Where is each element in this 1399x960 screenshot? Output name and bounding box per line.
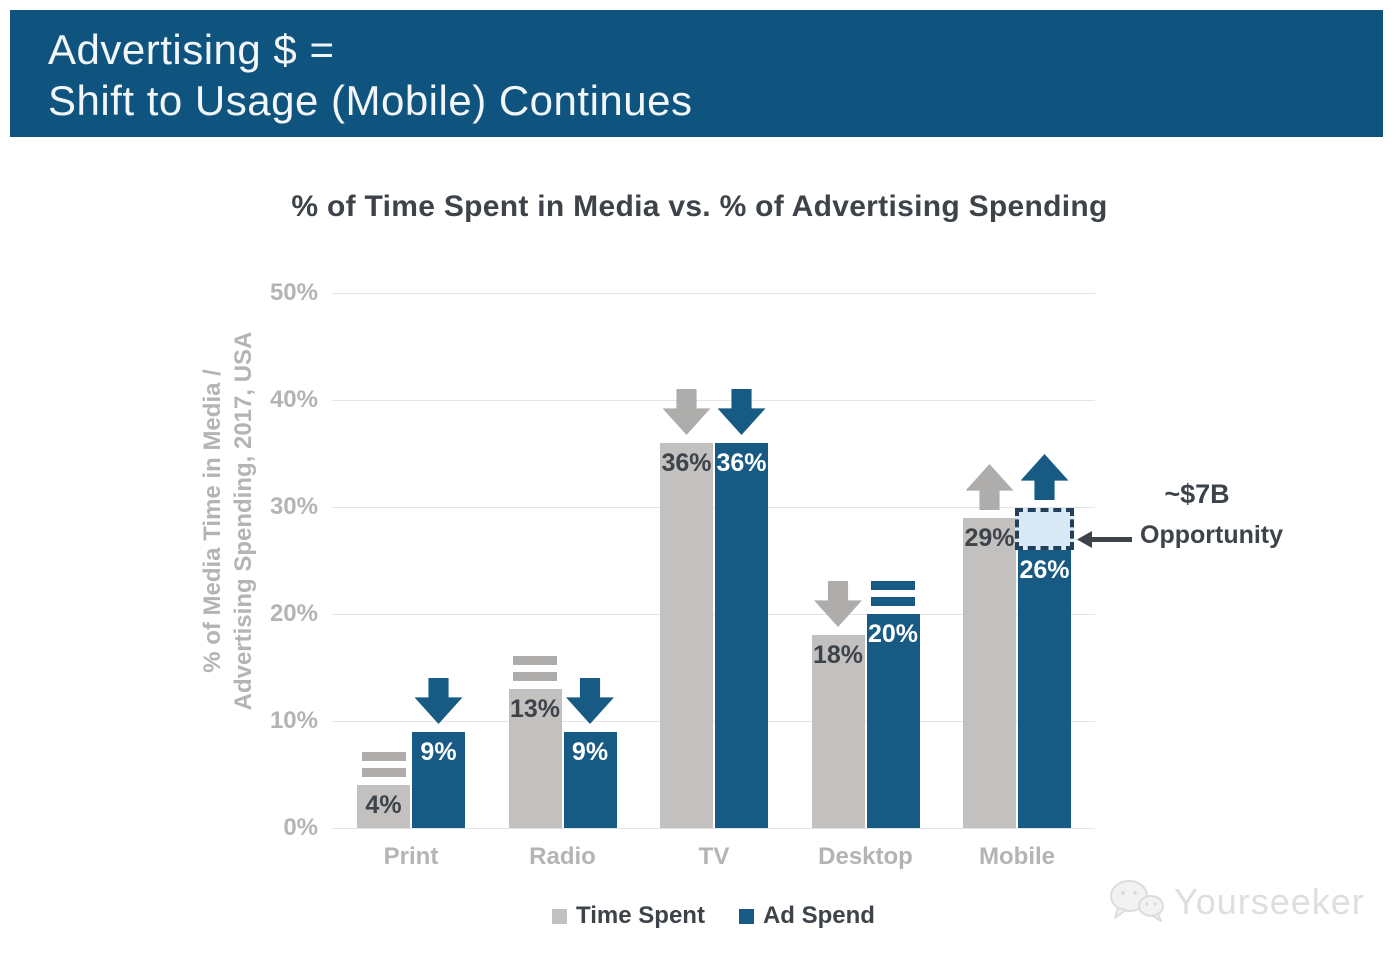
bar-ad-spend-tv: 36%	[715, 443, 768, 828]
y-tick-label: 40%	[269, 386, 318, 413]
watermark-text: Yourseeker	[1174, 881, 1365, 922]
bar-ad-spend-mobile: 26%	[1018, 550, 1071, 828]
bar-value-label: 9%	[420, 738, 457, 766]
gridline	[332, 507, 1095, 508]
bar-value-label: 18%	[812, 641, 864, 669]
bar-ad-spend-print: 9%	[412, 732, 465, 828]
legend-swatch	[552, 908, 568, 924]
gridline	[332, 828, 1095, 829]
bar-value-label: 36%	[716, 449, 767, 477]
equal-icon-bar	[513, 672, 557, 681]
gridline	[332, 721, 1095, 722]
bar-value-label: 20%	[867, 620, 919, 648]
gridline	[332, 614, 1095, 615]
down-arrow-icon	[717, 389, 766, 435]
bar-ad-spend-radio: 9%	[563, 732, 617, 828]
y-axis-label-line1: % of Media Time in Media /	[199, 369, 226, 673]
left-arrow-icon	[1090, 537, 1132, 542]
down-arrow-icon	[662, 389, 711, 435]
down-arrow-icon	[814, 581, 862, 627]
legend-label: Time Spent	[576, 902, 705, 929]
legend-item-time-spent: Time Spent	[552, 902, 705, 930]
bar-value-label: 9%	[571, 738, 609, 766]
equal-icon-bar	[871, 597, 915, 606]
equal-icon-bar	[361, 752, 406, 761]
bar-time-spent-mobile: 29%	[963, 518, 1016, 828]
up-arrow-icon	[1020, 454, 1069, 500]
equal-icon-bar	[361, 768, 406, 777]
equal-icon	[871, 581, 915, 606]
equal-icon-bar	[871, 581, 915, 590]
bar-time-spent-desktop: 18%	[811, 635, 865, 828]
plot-area: 4% 13% 36% 18% 29% 9% 9% 36% 20% 26%	[332, 293, 1095, 829]
equal-icon	[361, 752, 406, 777]
chat-bubbles-icon	[1110, 880, 1164, 922]
banner-title-line1: Advertising $ =	[48, 26, 335, 73]
x-category-label-tv: TV	[698, 843, 730, 870]
bar-value-label: 4%	[365, 791, 402, 819]
y-tick-label: 30%	[269, 493, 318, 520]
bar-value-label: 26%	[1019, 556, 1070, 584]
x-category-label-mobile: Mobile	[979, 843, 1055, 870]
bar-value-label: 13%	[509, 695, 561, 723]
down-arrow-icon	[566, 678, 614, 724]
bar-time-spent-print: 4%	[357, 785, 410, 828]
watermark: Yourseeker	[1108, 872, 1378, 932]
gridline	[332, 293, 1095, 294]
chart-title: % of Time Spent in Media vs. % of Advert…	[291, 190, 1108, 223]
opportunity-gap-box	[1015, 508, 1074, 550]
chart-legend: Time Spent Ad Spend	[332, 902, 1095, 930]
legend-label: Ad Spend	[762, 902, 875, 929]
x-category-label-print: Print	[383, 843, 439, 870]
y-tick-label: 50%	[269, 279, 318, 306]
equal-icon-bar	[513, 656, 557, 665]
bar-value-label: 29%	[964, 524, 1015, 552]
y-tick-label: 10%	[269, 707, 318, 734]
y-tick-label: 0%	[283, 814, 318, 841]
banner-title-line2: Shift to Usage (Mobile) Continues	[48, 77, 693, 125]
annotation-value: ~$7B	[1164, 479, 1230, 509]
gridline	[332, 400, 1095, 401]
x-category-label-desktop: Desktop	[818, 843, 913, 870]
up-arrow-icon	[965, 464, 1014, 510]
bar-time-spent-radio: 13%	[508, 689, 562, 828]
down-arrow-icon	[414, 678, 463, 724]
equal-icon	[513, 656, 557, 681]
bar-time-spent-tv: 36%	[660, 443, 713, 828]
annotation-label: Opportunity	[1140, 521, 1284, 549]
bar-value-label: 36%	[661, 449, 712, 477]
y-tick-label: 20%	[269, 600, 318, 627]
bar-ad-spend-desktop: 20%	[866, 614, 920, 828]
legend-item-ad-spend: Ad Spend	[738, 902, 875, 930]
header-banner: Advertising $ = Shift to Usage (Mobile) …	[10, 10, 1383, 137]
legend-swatch	[738, 908, 754, 924]
x-category-label-radio: Radio	[529, 843, 596, 870]
